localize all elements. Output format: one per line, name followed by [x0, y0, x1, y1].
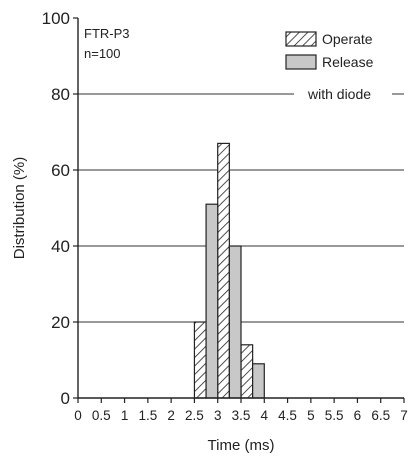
x-tick-label: 5.5 — [325, 408, 344, 423]
line-label-background — [294, 82, 392, 106]
y-axis-label: Distribution (%) — [11, 157, 28, 260]
x-tick-label: 0.5 — [92, 408, 111, 423]
x-tick-label: 1.5 — [138, 408, 157, 423]
x-tick-label: 1 — [121, 408, 129, 423]
y-tick-label: 40 — [51, 237, 70, 256]
y-tick-label: 20 — [51, 313, 70, 332]
x-tick-label: 7 — [400, 408, 408, 423]
y-tick-label: 0 — [61, 389, 70, 408]
x-tick-label: 2 — [167, 408, 175, 423]
x-tick-label: 2.5 — [185, 408, 204, 423]
bar-operate-0 — [193, 321, 207, 399]
x-axis-label: Time (ms) — [208, 437, 275, 454]
x-tick-label: 6 — [354, 408, 362, 423]
bar-release-0 — [205, 203, 219, 399]
x-tick-label: 4 — [261, 408, 269, 423]
bar-operate-1 — [217, 142, 230, 399]
legend-swatch-operate — [285, 31, 317, 47]
x-tick-label: 3.5 — [232, 408, 251, 423]
legend-label-operate: Operate — [322, 31, 373, 47]
annotation-0: FTR-P3 — [84, 26, 130, 41]
x-tick-label: 6.5 — [371, 408, 390, 423]
x-tick-label: 5 — [307, 408, 315, 423]
bar-release-2 — [252, 363, 265, 399]
x-tick-label: 4.5 — [278, 408, 297, 423]
legend-swatch-release — [285, 54, 317, 70]
with-diode-label: with diode — [307, 86, 371, 102]
y-tick-label: 60 — [51, 161, 70, 180]
x-tick-label: 3 — [214, 408, 222, 423]
bar-release-1 — [228, 245, 242, 399]
bar-operate-2 — [240, 344, 254, 399]
legend-label-release: Release — [322, 54, 374, 70]
x-tick-label: 0 — [74, 408, 82, 423]
y-tick-label: 80 — [51, 85, 70, 104]
y-tick-label: 100 — [42, 9, 70, 28]
annotation-1: n=100 — [84, 46, 121, 61]
